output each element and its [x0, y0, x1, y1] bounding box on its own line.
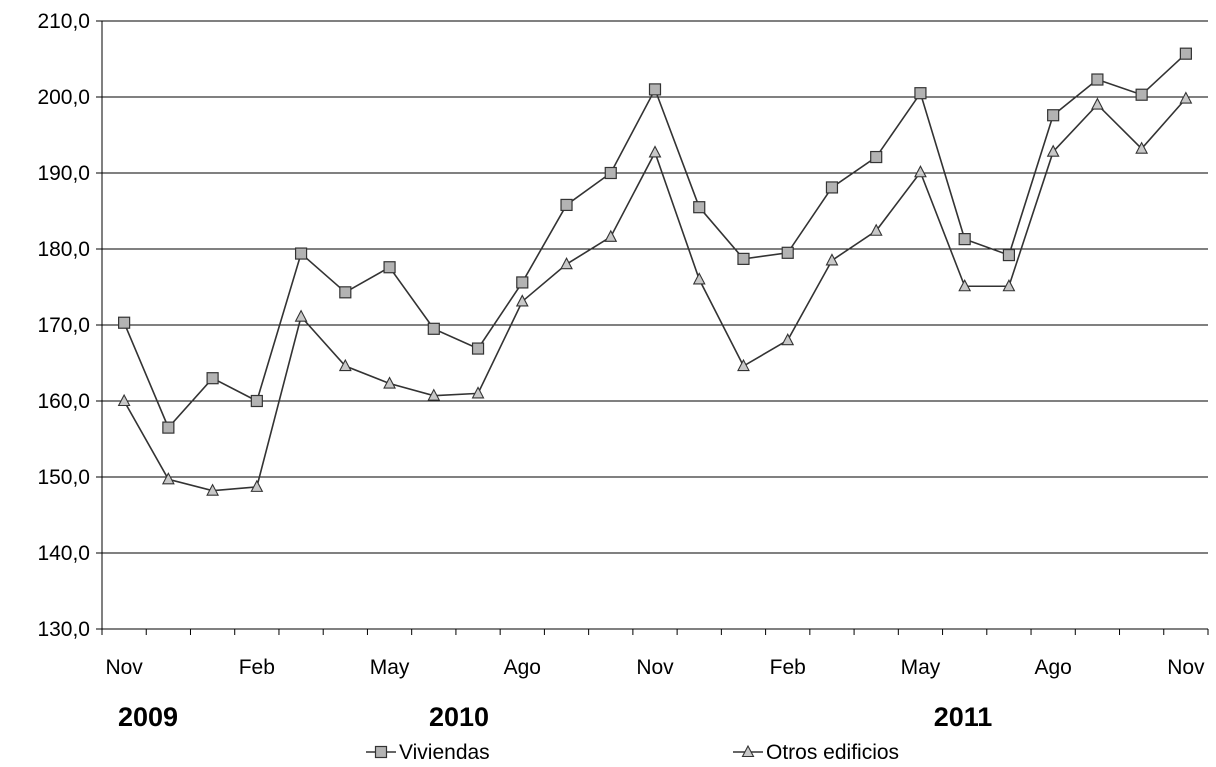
data-point: [515, 294, 529, 307]
y-tick-label: 170,0: [37, 314, 90, 337]
data-point: [1002, 248, 1016, 262]
data-point: [1179, 91, 1193, 104]
y-tick-label: 160,0: [37, 390, 90, 413]
legend-marker: [741, 744, 755, 758]
year-label: 2010: [429, 702, 489, 732]
legend: Viviendas Otros edificios: [366, 741, 899, 764]
series-viviendas: [118, 47, 1192, 434]
x-tick-label: May: [901, 656, 941, 679]
year-label: 2011: [934, 702, 993, 732]
data-point: [294, 309, 308, 322]
y-tick-label: 130,0: [37, 618, 90, 641]
data-point: [117, 393, 131, 407]
data-point: [781, 246, 794, 259]
legend-item: Otros edificios: [733, 741, 899, 764]
y-tick-label: 150,0: [37, 466, 90, 489]
data-point: [118, 316, 131, 329]
data-point: [471, 386, 485, 399]
data-point: [206, 372, 219, 385]
series-otros-edificios: [117, 91, 1193, 496]
x-tick-label: Feb: [239, 656, 275, 679]
x-tick-label: Ago: [1034, 656, 1071, 679]
x-tick-label: Nov: [105, 656, 143, 679]
data-point: [958, 279, 972, 292]
data-point: [427, 322, 440, 335]
data-point: [781, 333, 795, 346]
year-label: 2009: [118, 702, 178, 732]
data-point: [471, 342, 485, 355]
x-tick-label: May: [370, 656, 410, 679]
data-point: [1091, 73, 1104, 86]
data-point: [958, 233, 971, 246]
data-point: [383, 261, 396, 274]
axes: [96, 20, 1209, 635]
data-point: [1090, 97, 1104, 110]
labels: 130,0 140,0 150,0 160,0 170,0 180,0 190,0 200,0…: [37, 10, 1205, 732]
data-point: [162, 421, 175, 434]
data-point: [294, 247, 308, 260]
data-point: [560, 198, 573, 212]
data-point: [161, 472, 175, 485]
y-tick-label: 190,0: [37, 162, 90, 185]
data-point: [1135, 88, 1148, 101]
data-point: [648, 83, 662, 96]
y-tick-label: 140,0: [37, 542, 90, 565]
data-point: [339, 286, 352, 299]
data-point: [1135, 141, 1149, 154]
legend-marker: [374, 745, 388, 759]
data-point: [1046, 144, 1060, 157]
data-point: [250, 479, 264, 492]
data-point: [383, 376, 396, 389]
data-point: [250, 394, 263, 408]
data-point: [692, 272, 706, 285]
y-tick-label: 200,0: [37, 86, 90, 109]
y-tick-label: 180,0: [37, 238, 90, 261]
data-point: [737, 252, 750, 265]
data-point: [825, 181, 839, 194]
series: [117, 47, 1193, 496]
data-point: [604, 229, 618, 242]
data-point: [737, 358, 750, 372]
y-tick-label: 210,0: [37, 10, 90, 33]
data-point: [1002, 279, 1016, 292]
x-tick-label: Nov: [636, 656, 674, 679]
data-point: [870, 150, 883, 164]
data-point: [1047, 109, 1060, 122]
data-point: [914, 87, 927, 100]
data-point: [693, 201, 706, 214]
legend-label: Viviendas: [399, 741, 490, 764]
legend-label: Otros edificios: [766, 741, 899, 764]
data-point: [648, 145, 662, 158]
x-tick-label: Feb: [770, 656, 806, 679]
data-point: [427, 388, 441, 401]
data-point: [604, 166, 617, 180]
series-line: [123, 53, 1187, 430]
gridlines: [102, 20, 1208, 554]
legend-item: Viviendas: [366, 741, 490, 764]
data-point: [516, 276, 529, 289]
data-point: [825, 253, 839, 266]
data-point: [206, 483, 220, 496]
data-point: [1179, 47, 1192, 60]
x-tick-label: Ago: [504, 656, 541, 679]
data-point: [914, 165, 927, 178]
data-point: [560, 257, 573, 270]
data-point: [338, 358, 352, 372]
x-tick-label: Nov: [1167, 656, 1205, 679]
data-point: [869, 223, 883, 236]
